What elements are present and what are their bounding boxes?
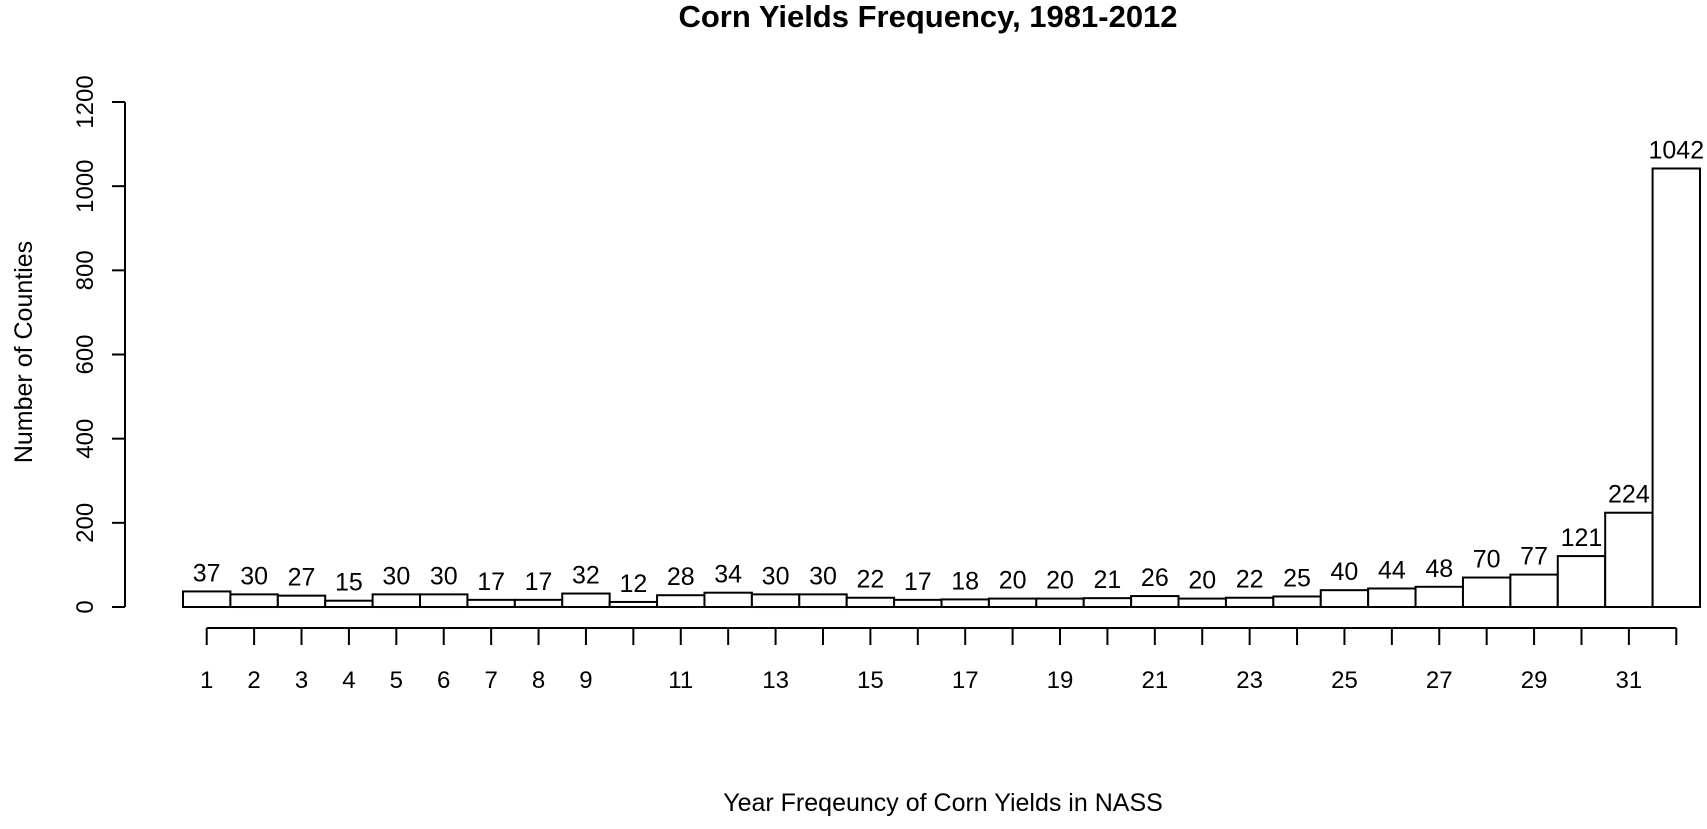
bar-6 xyxy=(419,593,469,609)
y-tick-label-600: 600 xyxy=(72,334,99,374)
x-axis-title: Year Freqeuncy of Corn Yields in NASS xyxy=(723,789,1163,817)
data-label-1: 37 xyxy=(193,559,221,587)
y-tick-label-1200: 1200 xyxy=(72,75,99,128)
bar-3 xyxy=(276,594,327,609)
y-axis: 0 200 400 600 800 1000 1200 xyxy=(72,75,126,614)
x-tick-label-3: 3 xyxy=(295,667,308,694)
bar-9 xyxy=(561,592,611,609)
data-label-27: 48 xyxy=(1425,555,1453,583)
x-tick-label-17: 17 xyxy=(952,667,979,694)
bar-30 xyxy=(1556,555,1607,609)
x-tick-label-5: 5 xyxy=(390,667,403,694)
data-label-22: 20 xyxy=(1188,567,1216,595)
data-label-23: 22 xyxy=(1236,566,1264,594)
data-label-7: 17 xyxy=(477,568,505,596)
x-tick-label-29: 29 xyxy=(1521,667,1548,694)
bar-13 xyxy=(750,593,801,609)
data-label-18: 20 xyxy=(999,567,1027,595)
data-label-20: 21 xyxy=(1094,566,1122,594)
bar-15 xyxy=(845,596,896,608)
data-label-4: 15 xyxy=(335,569,363,597)
bar-16 xyxy=(893,598,943,608)
bar-25 xyxy=(1319,589,1370,608)
x-tick-label-9: 9 xyxy=(579,667,592,694)
chart-title: Corn Yields Frequency, 1981-2012 xyxy=(678,0,1177,34)
data-label-26: 44 xyxy=(1378,556,1406,584)
bar-22 xyxy=(1177,597,1227,609)
data-label-24: 25 xyxy=(1283,564,1311,592)
y-tick-label-1000: 1000 xyxy=(72,159,99,212)
x-tick-label-15: 15 xyxy=(857,667,884,694)
data-label-21: 26 xyxy=(1141,564,1169,592)
data-label-10: 12 xyxy=(619,570,647,598)
bar-18 xyxy=(987,597,1038,609)
data-label-28: 70 xyxy=(1473,546,1501,574)
data-label-19: 20 xyxy=(1046,567,1074,595)
x-tick-label-1: 1 xyxy=(200,667,213,694)
data-label-32: 1042 xyxy=(1648,136,1704,164)
bar-27 xyxy=(1414,585,1464,608)
bar-14 xyxy=(798,593,848,609)
bar-2 xyxy=(229,593,279,609)
data-label-14: 30 xyxy=(809,562,837,590)
bar-26 xyxy=(1367,587,1417,608)
y-tick-label-400: 400 xyxy=(72,419,99,459)
data-label-17: 18 xyxy=(951,567,979,595)
x-tick-label-19: 19 xyxy=(1047,667,1074,694)
bar-32 xyxy=(1651,167,1701,609)
data-label-31: 224 xyxy=(1608,481,1650,509)
data-label-3: 27 xyxy=(288,564,316,592)
data-label-30: 121 xyxy=(1561,524,1603,552)
bar-21 xyxy=(1130,595,1180,608)
bar-11 xyxy=(656,594,706,608)
data-label-15: 22 xyxy=(856,566,884,594)
data-label-29: 77 xyxy=(1520,543,1548,571)
data-label-13: 30 xyxy=(762,562,790,590)
data-label-16: 17 xyxy=(904,568,932,596)
data-label-12: 34 xyxy=(714,561,742,589)
x-tick-label-25: 25 xyxy=(1331,667,1358,694)
bar-17 xyxy=(940,598,990,608)
y-tick-label-200: 200 xyxy=(72,503,99,543)
x-tick-label-11: 11 xyxy=(668,667,693,694)
x-tick-label-21: 21 xyxy=(1141,667,1168,694)
bar-1 xyxy=(182,590,232,608)
y-tick-label-800: 800 xyxy=(72,250,99,290)
bar-4 xyxy=(324,599,374,609)
bar-24 xyxy=(1272,595,1322,608)
x-tick-label-31: 31 xyxy=(1616,667,1643,694)
data-label-8: 17 xyxy=(525,568,553,596)
x-tick-label-6: 6 xyxy=(437,667,450,694)
bar-7 xyxy=(466,598,516,608)
data-labels: 37 30 27 15 30 30 17 17 32 12 28 34 30 30 22 17 18 20 20 21… xyxy=(193,136,1704,597)
data-label-25: 40 xyxy=(1331,558,1359,586)
bar-29 xyxy=(1509,573,1559,608)
bar-31 xyxy=(1604,511,1654,608)
bar-19 xyxy=(1035,597,1085,609)
data-label-5: 30 xyxy=(382,562,410,590)
x-tick-label-2: 2 xyxy=(247,667,260,694)
x-tick-label-7: 7 xyxy=(484,667,497,694)
data-label-9: 32 xyxy=(572,562,600,590)
data-label-6: 30 xyxy=(430,562,458,590)
x-tick-label-8: 8 xyxy=(532,667,545,694)
x-axis: 1 2 3 4 5 6 7 8 9 11 13 15 17 19 21 23 25 27 29 31 xyxy=(200,627,1678,694)
x-tick-label-4: 4 xyxy=(342,667,355,694)
y-axis-title: Number of Counties xyxy=(10,241,38,463)
data-label-2: 30 xyxy=(240,562,268,590)
x-tick-label-23: 23 xyxy=(1236,667,1263,694)
x-tick-label-27: 27 xyxy=(1426,667,1453,694)
y-tick-label-0: 0 xyxy=(72,600,99,613)
bar-8 xyxy=(513,598,564,608)
bar-20 xyxy=(1082,597,1133,608)
bar-10 xyxy=(608,600,659,609)
bar-28 xyxy=(1461,576,1512,608)
data-label-11: 28 xyxy=(667,563,695,591)
bar-5 xyxy=(371,593,422,609)
bars xyxy=(182,167,1701,609)
bar-23 xyxy=(1224,596,1275,608)
bar-12 xyxy=(703,591,753,609)
x-tick-label-13: 13 xyxy=(762,667,789,694)
